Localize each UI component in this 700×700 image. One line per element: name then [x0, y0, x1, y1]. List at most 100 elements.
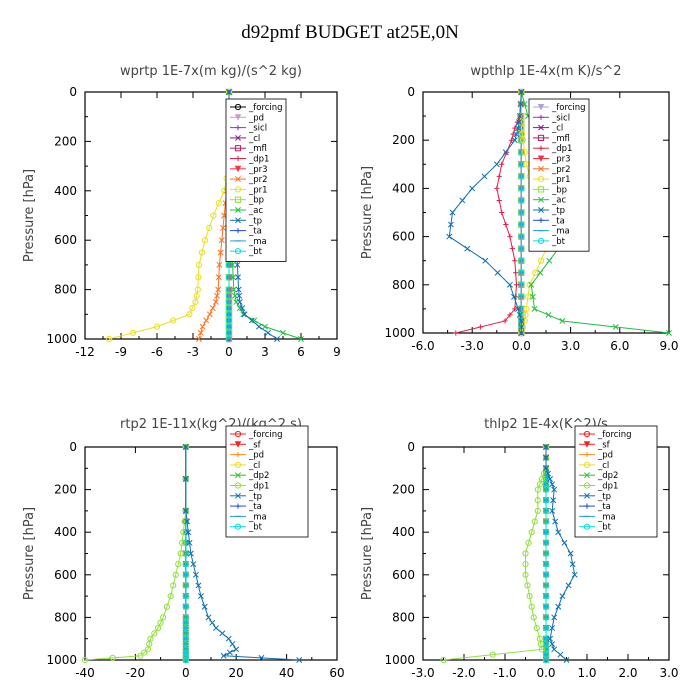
- x-tick-label: 0: [182, 666, 190, 680]
- data-point: [518, 233, 525, 240]
- data-point: [182, 593, 189, 600]
- legend-label: _bp: [248, 196, 264, 206]
- data-point: [459, 197, 466, 204]
- legend-label: _cl: [597, 461, 609, 471]
- data-point: [296, 657, 303, 663]
- legend-item-pr3: _pr3: [533, 155, 571, 165]
- data-point: [241, 311, 248, 318]
- y-tick-label: 1000: [46, 332, 77, 346]
- x-tick-label: -12: [75, 345, 95, 359]
- legend-item-cl: _cl: [533, 124, 563, 134]
- data-point: [555, 603, 562, 610]
- data-point: [235, 274, 241, 281]
- legend-label: _pr1: [248, 185, 268, 195]
- data-point: [503, 221, 509, 228]
- data-point: [549, 507, 556, 514]
- data-point: [551, 614, 558, 621]
- data-point: [225, 311, 233, 318]
- data-point: [528, 603, 535, 610]
- legend-item-ta: _ta: [230, 227, 262, 237]
- legend-item-cl: _cl: [579, 461, 609, 471]
- data-point: [469, 185, 476, 192]
- data-point: [234, 261, 241, 268]
- data-point: [528, 529, 535, 536]
- data-point: [182, 582, 189, 589]
- data-point: [511, 293, 517, 300]
- legend-marker: [234, 482, 242, 489]
- data-point: [551, 646, 558, 653]
- data-point: [537, 269, 544, 276]
- legend-marker: [538, 165, 544, 172]
- data-point: [529, 293, 536, 300]
- y-axis-label: Pressure [hPa]: [22, 169, 37, 262]
- legend-label: _sicl: [248, 124, 267, 134]
- data-point: [274, 336, 280, 342]
- data-point: [182, 561, 189, 568]
- data-point: [547, 635, 554, 642]
- data-point: [206, 311, 213, 318]
- data-point: [518, 245, 525, 252]
- y-tick-label: 1000: [384, 653, 415, 667]
- legend-marker: [234, 145, 242, 152]
- data-point: [180, 529, 187, 536]
- data-point: [507, 234, 513, 240]
- legend-label: _dp2: [597, 471, 618, 481]
- legend-marker: [235, 176, 241, 183]
- x-tick-label: -2.0: [452, 666, 475, 680]
- data-point: [482, 257, 489, 264]
- y-axis-label: Pressure [hPa]: [360, 166, 375, 259]
- data-point: [209, 305, 216, 312]
- data-point: [209, 619, 216, 626]
- legend-item-bt: _bt: [533, 237, 566, 247]
- data-point: [542, 603, 550, 610]
- data-point: [542, 593, 550, 600]
- legend-label: _pd: [248, 451, 264, 461]
- x-tick-label: 9: [333, 345, 341, 359]
- data-point: [154, 624, 162, 632]
- data-point: [216, 261, 223, 268]
- data-point: [186, 311, 193, 318]
- data-point: [170, 317, 177, 324]
- data-point: [198, 249, 206, 256]
- data-point: [280, 329, 286, 336]
- data-point: [550, 497, 557, 504]
- chart-title: wprtp 1E-7x(m kg)/(s^2 kg): [120, 64, 302, 79]
- data-point: [226, 89, 232, 95]
- data-point: [146, 640, 153, 648]
- data-point: [532, 269, 539, 276]
- data-point: [518, 324, 525, 330]
- data-point: [524, 293, 532, 300]
- x-tick-label: -40: [75, 666, 95, 680]
- legend-label: _tp: [597, 492, 611, 502]
- legend-label: _forcing: [248, 103, 283, 113]
- data-point: [160, 614, 167, 621]
- data-point: [205, 614, 212, 621]
- legend-marker: [538, 145, 544, 151]
- x-tick-label: 6.0: [610, 339, 629, 353]
- data-point: [219, 630, 226, 637]
- legend-marker: [537, 155, 545, 162]
- data-point: [230, 286, 237, 293]
- data-point: [182, 539, 189, 546]
- data-point: [215, 274, 222, 281]
- data-point: [172, 571, 179, 578]
- legend-marker: [583, 523, 591, 530]
- data-point: [530, 614, 537, 621]
- legend-marker: [234, 196, 242, 203]
- data-point: [521, 149, 528, 156]
- legend-label: _ma: [597, 512, 616, 522]
- y-tick-label: 200: [392, 133, 415, 147]
- legend: _forcing_sicl_cl_mfl_dp1_pr3_pr2_pr1_bp_…: [528, 98, 590, 252]
- data-point: [542, 624, 550, 632]
- y-tick-label: 0: [69, 440, 77, 454]
- data-point: [549, 625, 556, 632]
- data-point: [233, 646, 240, 653]
- x-tick-label: -20: [126, 666, 146, 680]
- data-point: [182, 475, 189, 482]
- legend-item-forcing: _forcing: [230, 430, 283, 440]
- data-point: [510, 131, 516, 137]
- data-point: [182, 507, 189, 514]
- series-tp: [446, 89, 525, 336]
- x-tick-label: 20: [229, 666, 244, 680]
- data-point: [201, 237, 209, 244]
